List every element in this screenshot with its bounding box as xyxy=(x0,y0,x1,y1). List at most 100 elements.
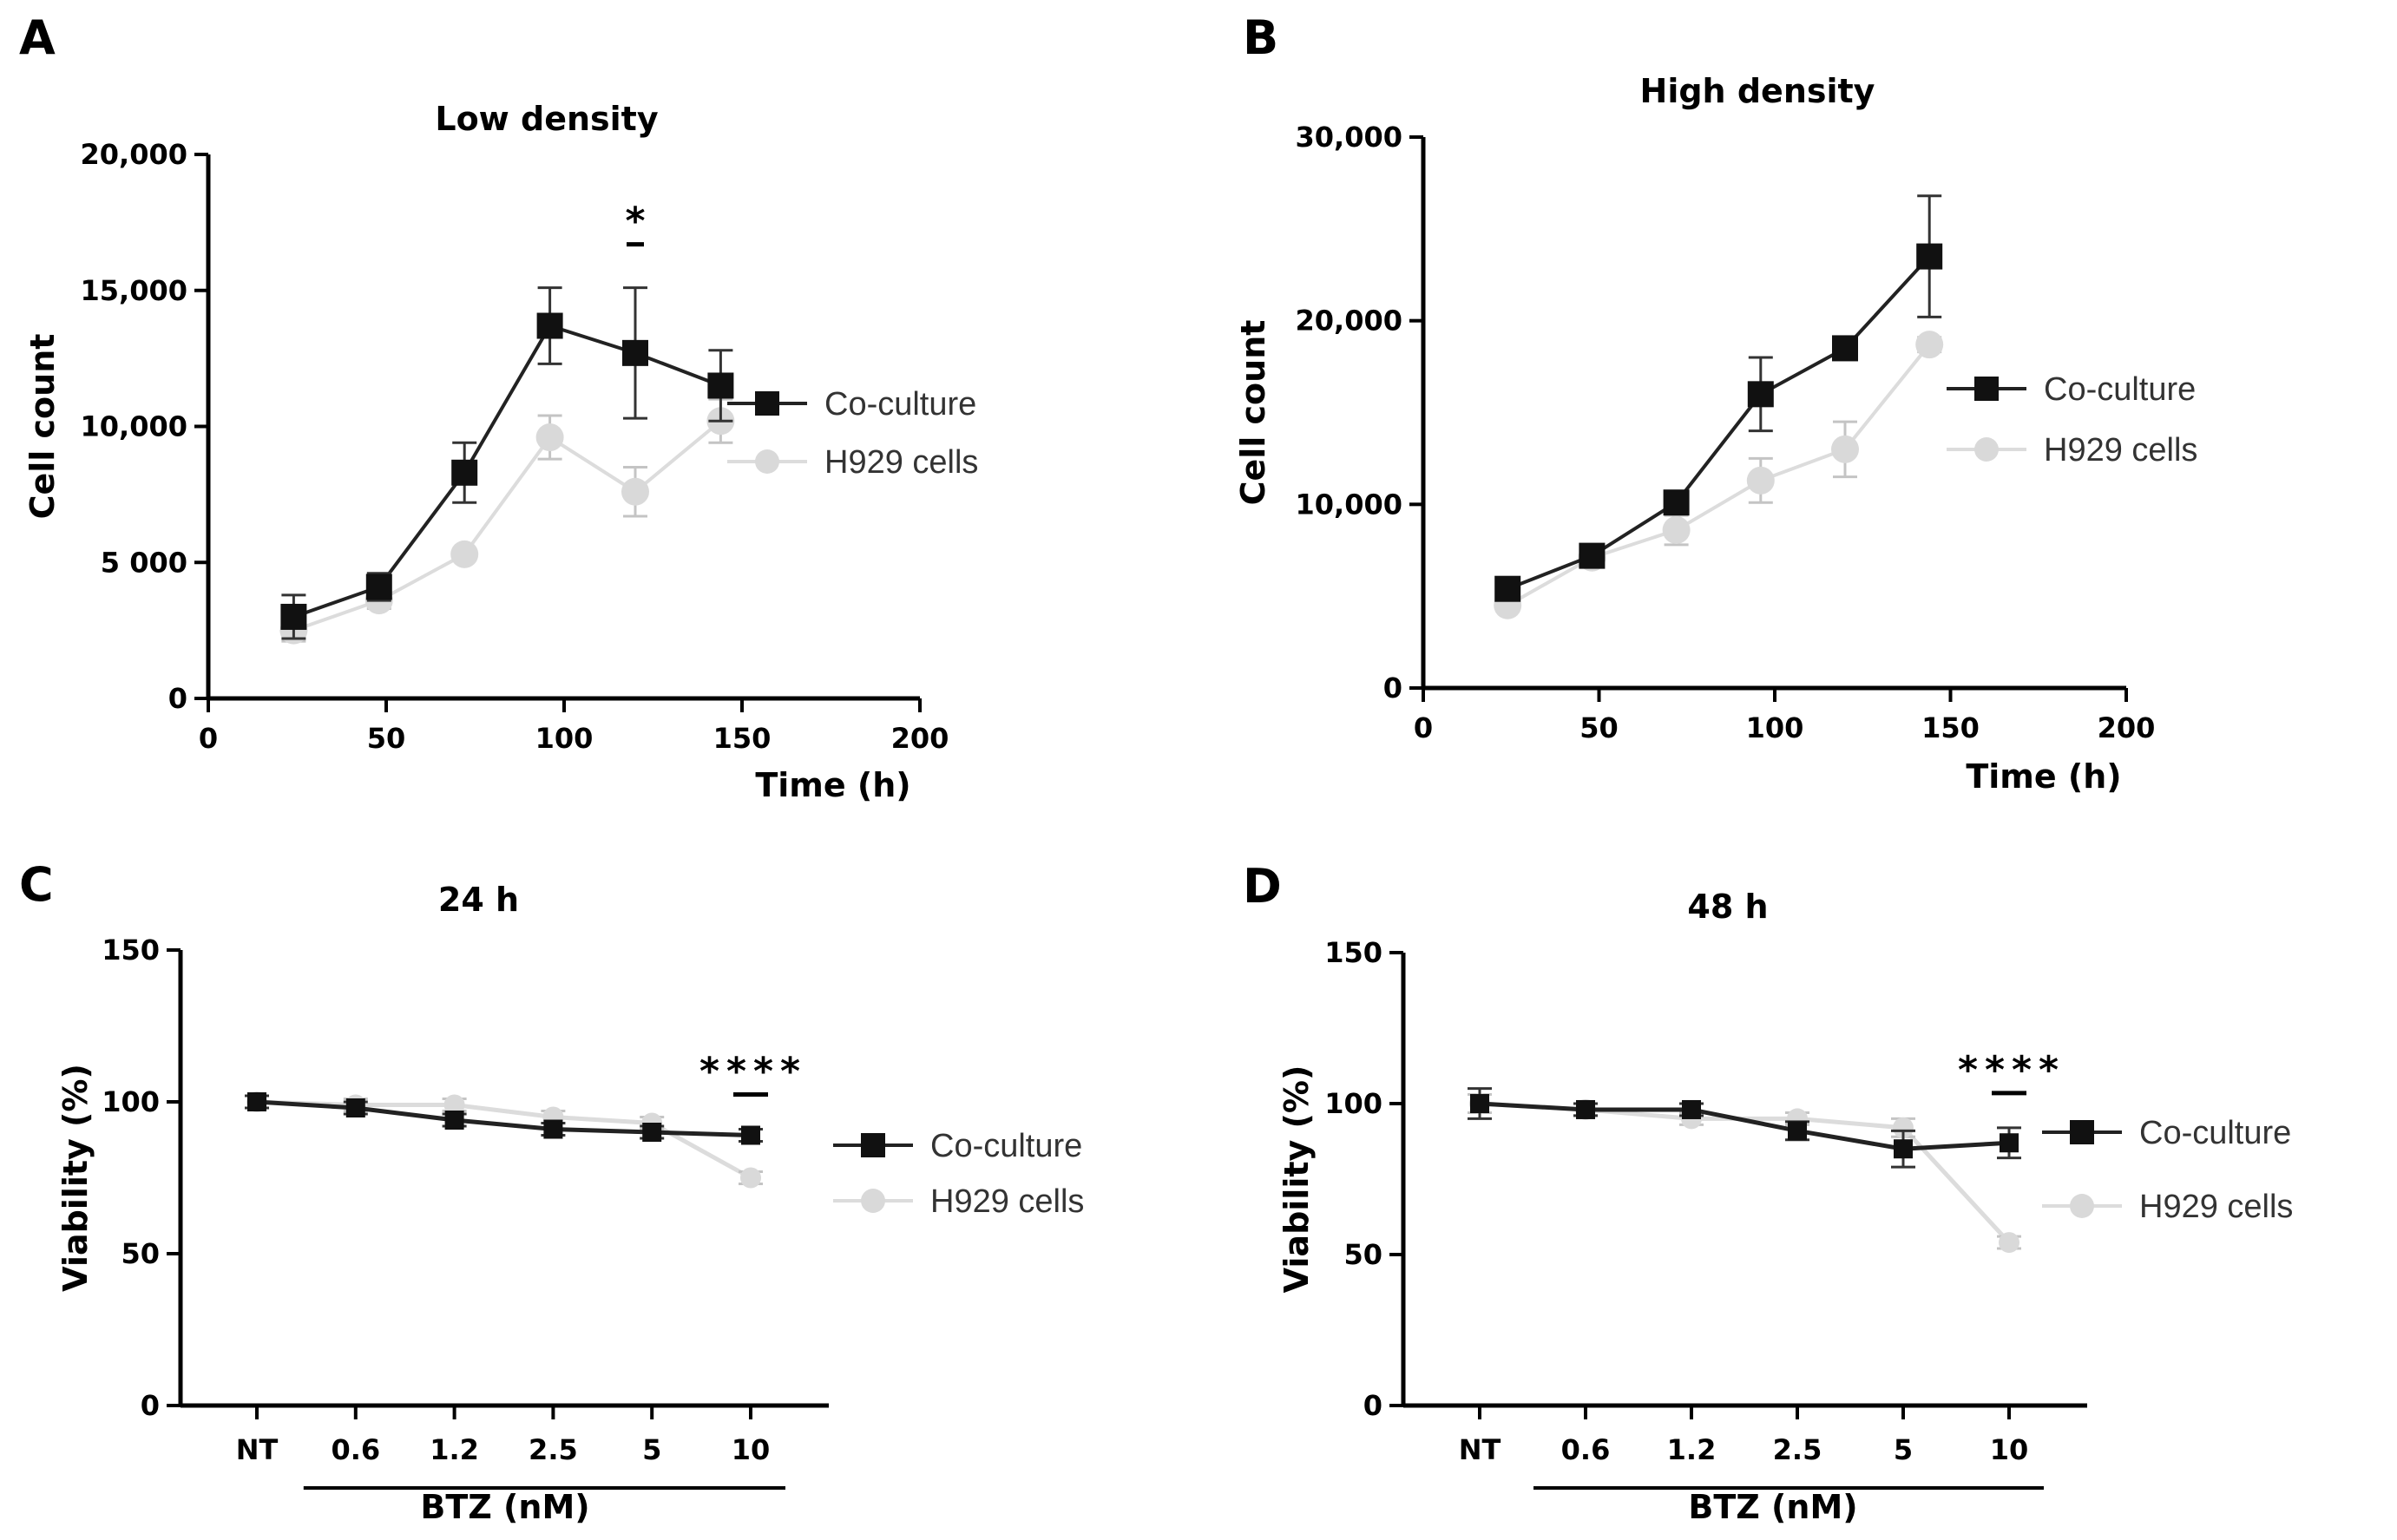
data-point-square xyxy=(247,1092,266,1111)
series-coculture xyxy=(1494,194,1943,602)
x-tick-label: 150 xyxy=(713,722,772,755)
y-tick-label: 20,000 xyxy=(81,138,187,171)
x-tick-label: 0 xyxy=(1414,711,1433,744)
y-axis-label: Viability (%) xyxy=(56,1064,95,1292)
x-tick-label: 5 xyxy=(642,1433,661,1466)
y-tick-label: 50 xyxy=(1343,1238,1382,1271)
data-point-square xyxy=(536,312,563,339)
panel-d: D 48 h 0 50 100 150 NT 0.6 1.2 2.5 5 10 BTZ (nM) Viab… xyxy=(1243,859,2293,1526)
y-tick-label: 100 xyxy=(1324,1087,1382,1120)
x-tick-label: 50 xyxy=(1579,711,1619,744)
chart-title: Low density xyxy=(435,100,658,138)
data-point-square xyxy=(622,339,648,366)
data-point-square xyxy=(1682,1099,1701,1119)
y-axis-label: Viability (%) xyxy=(1277,1065,1316,1294)
series-line xyxy=(292,419,722,632)
x-tick-label: NT xyxy=(1459,1433,1501,1466)
data-point-circle xyxy=(443,1094,465,1116)
series-line xyxy=(292,324,722,619)
chart-title: 48 h xyxy=(1687,888,1768,926)
y-tick-label: 0 xyxy=(1363,1389,1382,1422)
legend-label: H929 cells xyxy=(2139,1189,2293,1225)
data-point-circle xyxy=(621,477,649,506)
data-point-square xyxy=(365,573,392,600)
x-tick-label: 10 xyxy=(1990,1433,2029,1466)
legend: Co-culture H929 cells xyxy=(833,1128,1084,1220)
panel-label: A xyxy=(19,10,56,65)
data-point-square xyxy=(345,1098,365,1117)
x-tick-label: 2.5 xyxy=(529,1433,578,1466)
chart-title: High density xyxy=(1640,72,1875,110)
y-tick-label: 0 xyxy=(1383,672,1402,704)
data-point-square xyxy=(1916,243,1943,270)
legend: Co-culture H929 cells xyxy=(2042,1115,2293,1225)
x-tick-label: 150 xyxy=(1921,711,1980,744)
legend-marker-circle xyxy=(755,449,779,474)
significance-stars: **** xyxy=(699,1050,807,1094)
chart-title: 24 h xyxy=(438,881,519,919)
data-point-circle xyxy=(450,540,479,568)
legend: Co-culture H929 cells xyxy=(1947,371,2197,469)
data-point-circle xyxy=(740,1167,761,1189)
y-axis-label: Cell count xyxy=(1234,320,1272,506)
x-tick-label: 100 xyxy=(1746,711,1804,744)
series-line xyxy=(1507,255,1931,591)
series-coculture xyxy=(245,1092,763,1145)
x-tick-label: 50 xyxy=(367,722,406,755)
data-point-square xyxy=(543,1119,563,1139)
y-tick-label: 5 000 xyxy=(101,546,187,579)
y-tick-label: 30,000 xyxy=(1296,121,1402,154)
series-line xyxy=(256,1099,752,1137)
data-point-circle xyxy=(535,423,564,452)
series-line xyxy=(256,1099,752,1180)
data-point-square xyxy=(707,372,734,399)
data-point-square xyxy=(1663,489,1690,516)
series-h929 xyxy=(1468,1093,2021,1254)
data-point-square xyxy=(1788,1121,1807,1141)
panel-label: C xyxy=(19,857,54,912)
data-point-circle xyxy=(1746,466,1775,495)
data-point-square xyxy=(1894,1139,1913,1159)
data-point-square xyxy=(451,459,478,486)
panel-b: B High density 0 10,000 20,000 30,000 0 50 100 15… xyxy=(1234,10,2197,796)
y-axis-label: Cell count xyxy=(23,334,62,520)
legend-marker-circle xyxy=(861,1189,885,1213)
legend-label: H929 cells xyxy=(2044,432,2197,469)
series-h929 xyxy=(1494,331,1944,619)
x-tick-label: 1.2 xyxy=(430,1433,479,1466)
y-tick-label: 150 xyxy=(1324,936,1382,969)
legend-label: Co-culture xyxy=(2044,371,2196,408)
data-point-square xyxy=(1576,1099,1595,1119)
x-tick-label: 200 xyxy=(2098,711,2156,744)
legend-marker-circle xyxy=(1974,437,1999,462)
data-point-square xyxy=(741,1125,760,1145)
y-tick-label: 10,000 xyxy=(81,410,187,443)
series-coculture xyxy=(1468,1087,2021,1169)
x-tick-label: 0 xyxy=(199,722,218,755)
x-axis-label: BTZ (nM) xyxy=(1688,1488,1857,1526)
y-tick-label: 150 xyxy=(102,934,160,967)
panel-label: D xyxy=(1243,859,1282,914)
x-tick-label: 5 xyxy=(1894,1433,1913,1466)
legend-marker-square xyxy=(2070,1120,2094,1144)
data-point-circle xyxy=(1893,1117,1914,1138)
data-point-circle xyxy=(1831,435,1859,463)
series-coculture xyxy=(280,286,734,640)
significance-stars: **** xyxy=(1958,1048,2065,1092)
data-point-circle xyxy=(1915,331,1944,359)
legend-label: Co-culture xyxy=(2139,1115,2291,1151)
x-axis-label: Time (h) xyxy=(755,766,910,804)
x-tick-label: 1.2 xyxy=(1667,1433,1717,1466)
x-axis-label: BTZ (nM) xyxy=(420,1488,589,1526)
x-tick-label: 200 xyxy=(891,722,949,755)
panel-a: A Low density 0 5 000 10,000 15,000 20,000 0 50 1… xyxy=(19,10,978,804)
y-tick-label: 20,000 xyxy=(1296,305,1402,337)
data-point-square xyxy=(1470,1094,1489,1113)
y-tick-label: 10,000 xyxy=(1296,488,1402,521)
data-point-square xyxy=(280,603,307,630)
y-tick-label: 15,000 xyxy=(81,274,187,307)
data-point-square xyxy=(1579,542,1606,569)
legend-label: Co-culture xyxy=(824,386,976,423)
data-point-square xyxy=(1747,381,1774,408)
